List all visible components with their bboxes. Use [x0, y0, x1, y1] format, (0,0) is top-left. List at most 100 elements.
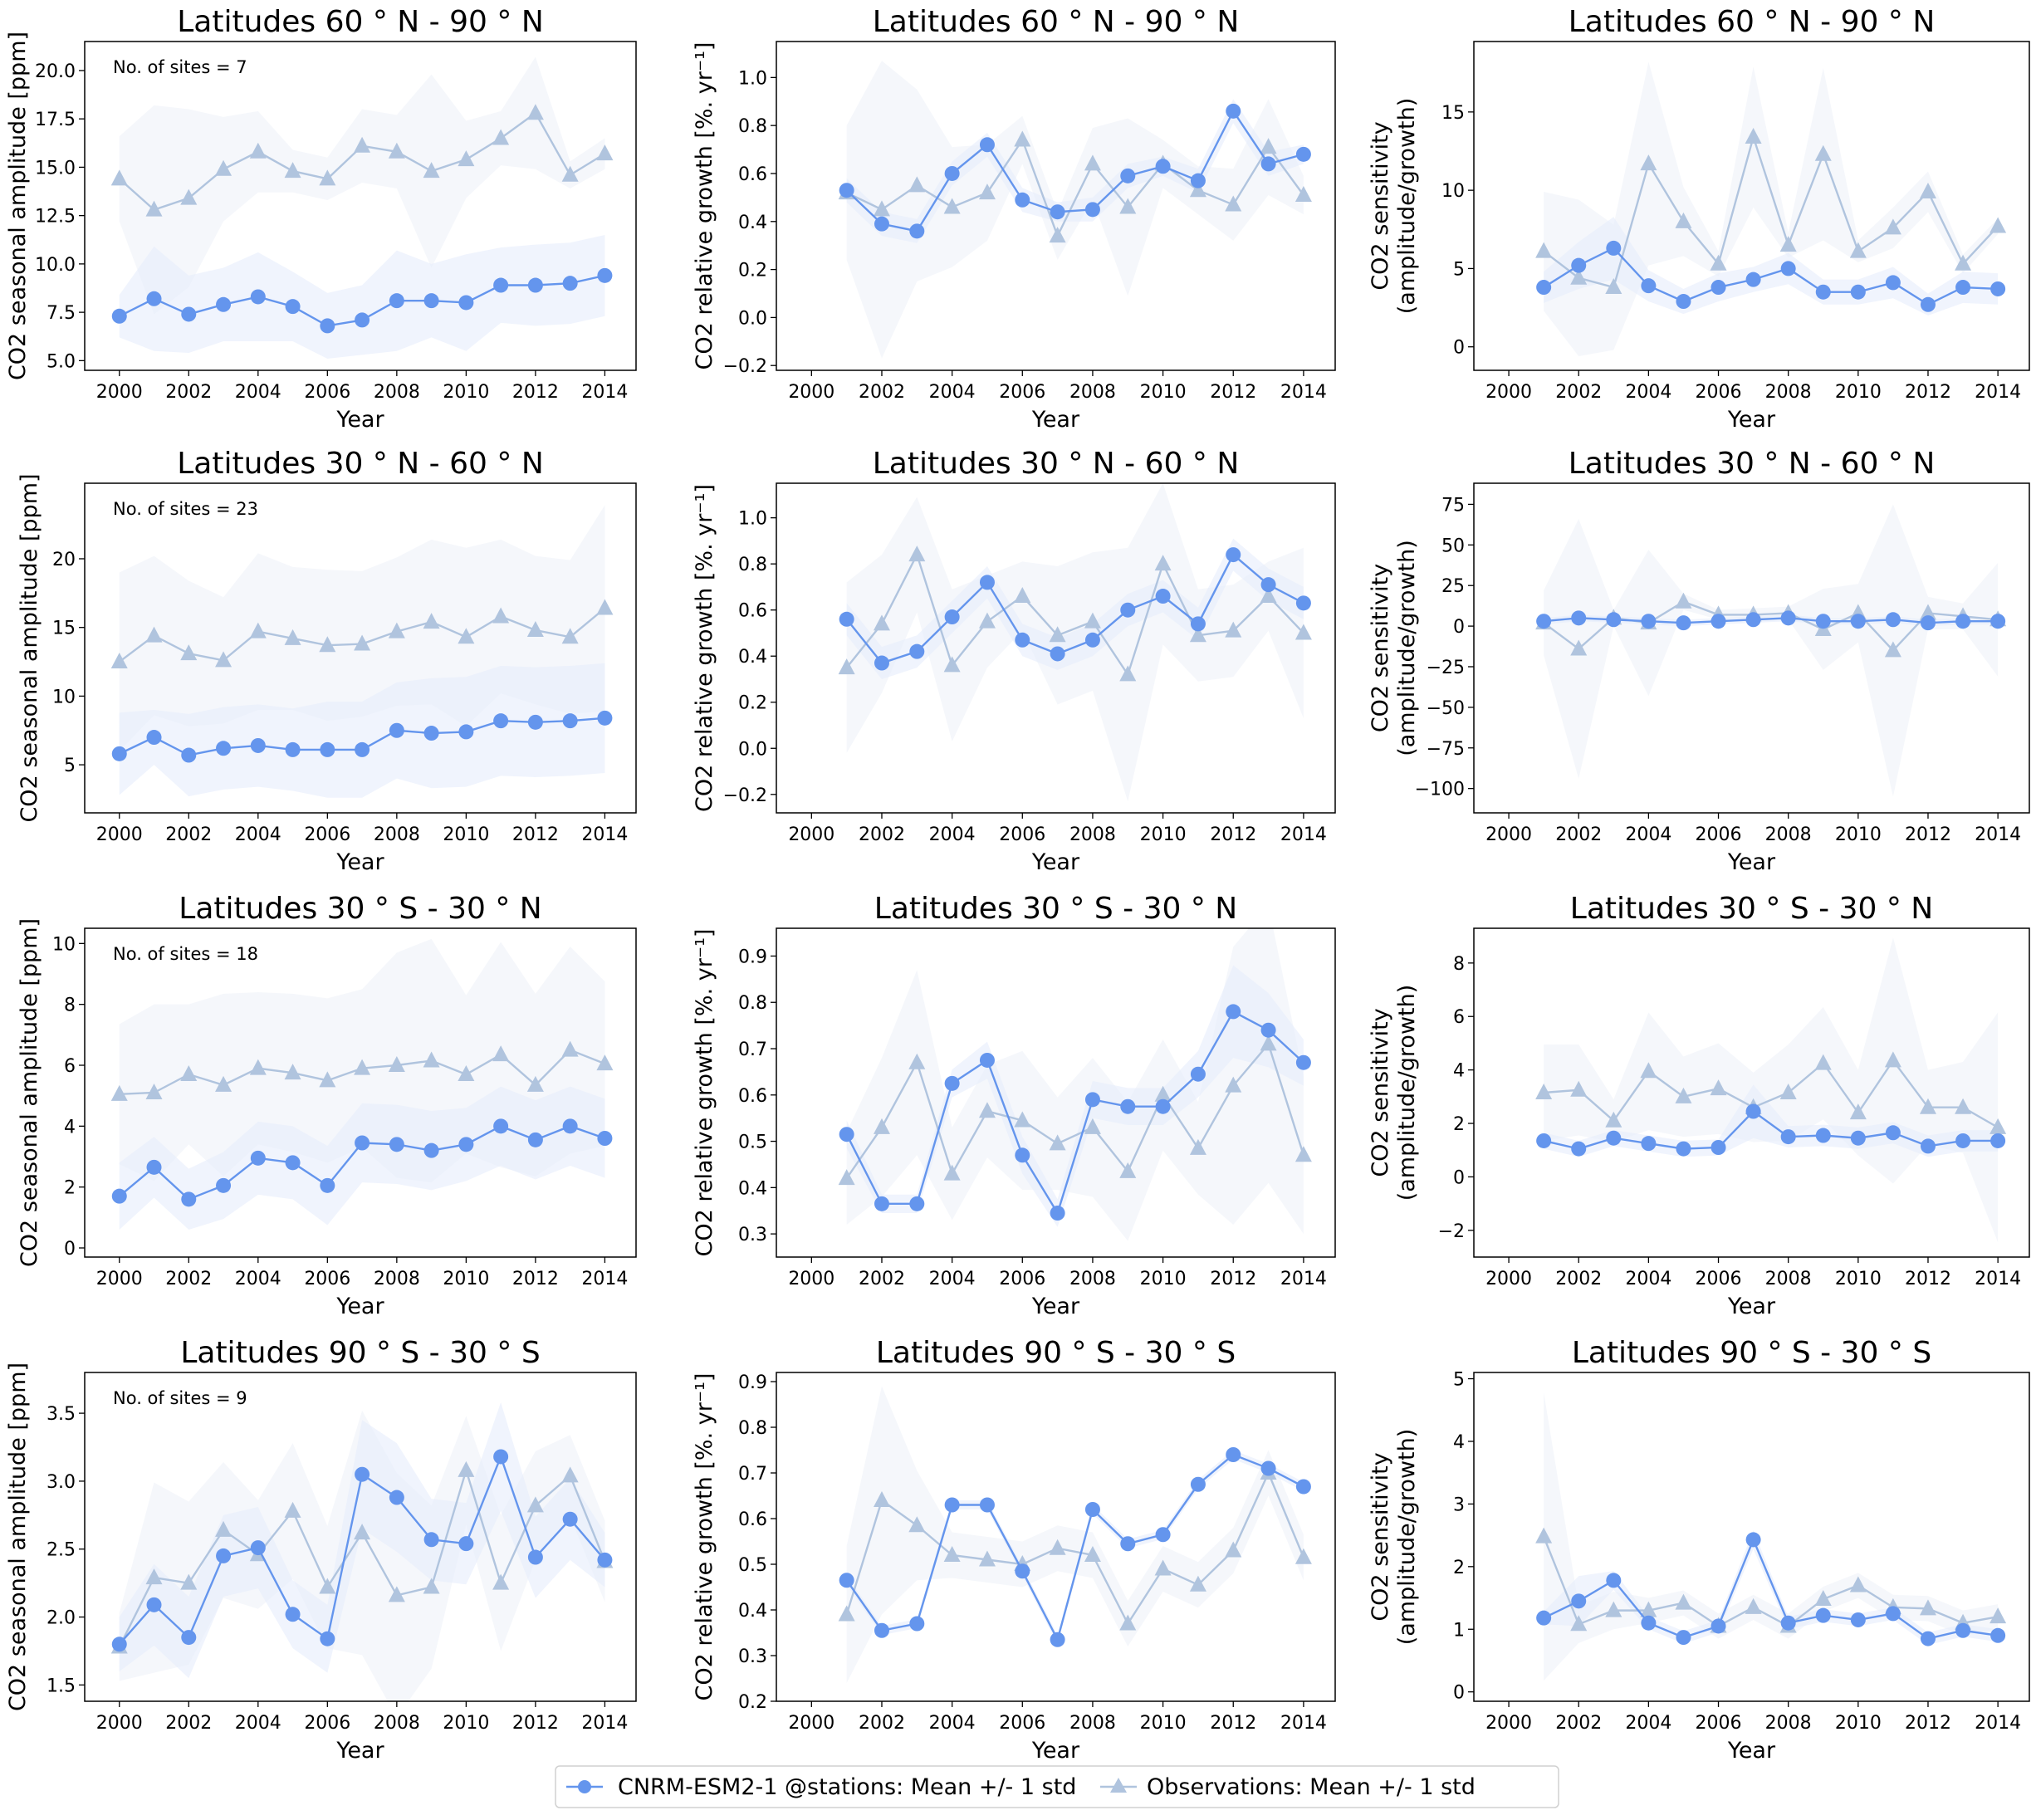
model-point: [1226, 1447, 1241, 1462]
axes-frame: [84, 41, 637, 371]
obs-point: [388, 1056, 405, 1072]
sites-annotation: No. of sites = 23: [113, 499, 258, 519]
model-point: [1120, 602, 1136, 618]
x-tick-label: 2004: [1625, 1269, 1671, 1289]
obs-point: [249, 622, 267, 638]
model-point: [458, 724, 474, 740]
model-point: [1955, 1133, 1971, 1148]
model-point: [1780, 1615, 1796, 1631]
obs-point: [873, 614, 890, 631]
model-point: [1850, 614, 1866, 629]
model-point: [1571, 1141, 1587, 1157]
x-tick-label: 2002: [165, 1713, 212, 1734]
model-point: [1606, 240, 1622, 256]
model-point: [562, 1511, 578, 1527]
model-point: [1711, 1618, 1726, 1634]
model-point: [181, 1630, 197, 1646]
x-axis-label: Year: [335, 1738, 384, 1764]
x-axis-label: Year: [335, 1294, 384, 1319]
y-tick-label: 0.7: [738, 1040, 767, 1060]
model-point: [1606, 612, 1622, 628]
plot-area: [110, 505, 614, 798]
subplot-4: 2000 2002 2004 2006 2008 2010 2012 2014 5 10 15 20 L…: [17, 447, 637, 875]
x-tick-label: 2004: [929, 382, 976, 403]
x-tick-label: 2004: [1625, 382, 1671, 403]
obs-point: [319, 1578, 336, 1594]
model-point: [1015, 632, 1030, 648]
y-tick-label: 0.3: [738, 1646, 767, 1667]
x-tick-label: 2000: [788, 1713, 834, 1734]
y-tick-label: −0.2: [723, 785, 767, 806]
obs-point: [180, 188, 198, 205]
obs-line: [1544, 1059, 1999, 1128]
model-point: [1815, 1607, 1831, 1623]
model-point: [1676, 1630, 1691, 1646]
axes-frame: [776, 482, 1336, 814]
y-axis-label: CO2 seasonal amplitude [ppm]: [5, 32, 31, 380]
obs-std-band: [119, 56, 605, 315]
y-tick-label: 0.8: [738, 1418, 767, 1439]
obs-point: [1154, 1559, 1172, 1576]
x-tick-label: 2006: [1696, 1713, 1742, 1734]
model-point: [423, 726, 439, 741]
model-point: [250, 1150, 266, 1166]
model-point: [874, 655, 889, 671]
subplot-5: 2000 2002 2004 2006 2008 2010 2012 2014 −0.2 0.0 0…: [692, 447, 1336, 875]
x-tick-label: 2000: [1485, 824, 1532, 845]
model-point: [944, 165, 960, 181]
model-point: [1155, 1527, 1171, 1543]
obs-std-band: [1544, 937, 1999, 1243]
model-point: [1190, 1066, 1206, 1082]
y-tick-label: 7.5: [46, 303, 76, 324]
y-tick-label: −75: [1427, 739, 1465, 760]
obs-point: [354, 1059, 371, 1075]
model-point: [1815, 614, 1831, 629]
y-tick-label: 15.0: [35, 158, 76, 179]
y-tick-label: 0: [1453, 1683, 1465, 1704]
model-point: [1885, 1606, 1901, 1622]
x-tick-label: 2004: [235, 382, 281, 403]
model-point: [1084, 632, 1100, 648]
x-axis-label: Year: [335, 849, 384, 875]
x-axis-label: Year: [1031, 407, 1080, 433]
x-tick-label: 2006: [304, 1269, 350, 1289]
model-point: [1990, 1133, 2006, 1148]
obs-point: [1535, 242, 1553, 258]
obs-point: [1049, 1134, 1066, 1151]
model-point: [1920, 1138, 1936, 1154]
y-tick-label: 0.4: [738, 1178, 767, 1199]
model-point: [909, 223, 925, 239]
model-point: [181, 747, 197, 763]
model-point: [1536, 614, 1552, 629]
axes-frame: [1473, 482, 2030, 814]
subplot-8: 2000 2002 2004 2006 2008 2010 2012 2014 0.3 0.4 0.…: [692, 892, 1336, 1319]
model-std-band: [846, 965, 1304, 1227]
x-tick-label: 2010: [1140, 382, 1187, 403]
model-point: [1885, 275, 1901, 291]
subplot-title: Latitudes 30 ° S - 30 ° N: [1570, 892, 1933, 926]
model-std-band: [846, 99, 1304, 243]
x-tick-label: 2010: [443, 824, 489, 845]
obs-line: [845, 551, 1304, 678]
y-tick-label: 5: [1453, 1370, 1465, 1391]
model-point: [1190, 1476, 1206, 1492]
model-point: [216, 1177, 232, 1193]
obs-point: [1710, 1079, 1727, 1096]
y-tick-label: 0: [64, 1239, 76, 1260]
x-tick-label: 2002: [1555, 382, 1602, 403]
x-tick-label: 2012: [512, 1269, 559, 1289]
subplot-title: Latitudes 30 ° N - 60 ° N: [177, 447, 544, 481]
model-point: [597, 267, 613, 283]
x-tick-label: 2012: [1905, 382, 1951, 403]
model-point: [839, 1573, 854, 1588]
model-point: [216, 741, 232, 756]
obs-point: [354, 634, 371, 651]
obs-std-band: [1544, 61, 1999, 357]
y-tick-label: 17.5: [35, 110, 76, 130]
model-point: [839, 1127, 854, 1142]
x-tick-label: 2010: [1835, 824, 1882, 845]
obs-point: [215, 651, 232, 668]
y-tick-label: 75: [1441, 495, 1465, 516]
legend-model-marker: [578, 1780, 591, 1793]
obs-point: [1225, 621, 1242, 638]
